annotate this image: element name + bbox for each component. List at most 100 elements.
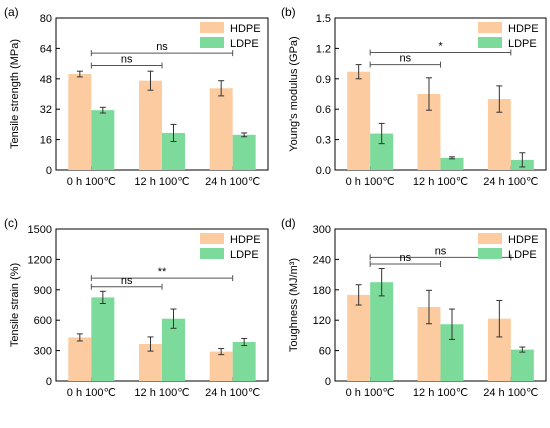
ldpe-bar <box>440 324 464 381</box>
legend-swatch-hdpe <box>200 233 224 244</box>
y-tick-label: 0.6 <box>316 104 331 116</box>
chart-panel-a: (a) 0 16 32 48 64 80 Tensile strength (MPa) 0 h … <box>4 5 269 188</box>
y-tick-label: 64 <box>40 43 52 55</box>
y-tick-label: 0 <box>46 165 52 177</box>
y-tick-label: 1.2 <box>316 43 331 55</box>
x-tick-label: 0 h 100℃ <box>67 387 116 399</box>
ldpe-bar <box>91 297 115 381</box>
significance-label: ns <box>121 275 133 287</box>
ldpe-bar <box>370 282 394 381</box>
y-tick-label: 60 <box>319 346 331 358</box>
y-axis-label: Toughness (MJ/m³) <box>288 258 300 352</box>
panel-label: (c) <box>4 216 18 230</box>
y-tick-label: 1500 <box>28 224 52 236</box>
error-bar <box>426 77 432 111</box>
error-bar <box>170 308 177 329</box>
error-bar <box>496 85 503 113</box>
hdpe-bar <box>487 318 511 381</box>
x-tick-label: 12 h 100℃ <box>134 387 189 399</box>
legend-label: HDPE <box>230 23 261 35</box>
hdpe-bar <box>487 99 511 170</box>
error-bar <box>449 308 455 340</box>
x-tick-label: 12 h 100℃ <box>134 176 189 188</box>
chart-panel-c: (c) 0 300 600 900 1200 1500 Tensile strain (%) 0… <box>4 216 269 399</box>
hdpe-bar <box>347 294 371 381</box>
legend-swatch-hdpe <box>478 22 502 33</box>
x-tick-label: 24 h 100℃ <box>483 176 538 188</box>
ldpe-bar <box>162 318 185 381</box>
ldpe-bar <box>91 110 115 170</box>
significance-label: * <box>438 40 443 52</box>
y-axis-label: Young's modulus (GPa) <box>288 36 300 151</box>
x-tick-label: 24 h 100℃ <box>483 387 538 399</box>
ldpe-bar <box>162 132 185 170</box>
x-tick-label: 12 h 100℃ <box>413 176 468 188</box>
x-tick-label: 24 h 100℃ <box>205 176 260 188</box>
hdpe-bar <box>209 351 233 381</box>
chart-panel-d: (d) 0 60 120 180 240 300 Toughness (MJ/m³) 0 h 1… <box>281 216 547 399</box>
error-bar <box>218 80 225 97</box>
legend-label: LDPE <box>230 38 259 50</box>
ldpe-bar <box>370 133 394 170</box>
ldpe-bar <box>232 134 256 170</box>
legend-swatch-hdpe <box>478 233 502 244</box>
y-axis-label: Tensile strength (MPa) <box>9 39 21 149</box>
legend-label: LDPE <box>508 38 537 50</box>
x-tick-label: 12 h 100℃ <box>413 387 468 399</box>
significance-label: ns <box>121 54 133 66</box>
error-bar <box>355 64 362 80</box>
significance-bracket <box>90 283 163 290</box>
significance-label: ns <box>435 245 447 257</box>
hdpe-bar <box>209 88 233 170</box>
panel-label: (b) <box>281 5 296 19</box>
hdpe-bar <box>68 337 92 381</box>
error-bar <box>147 70 154 91</box>
error-bar <box>519 346 526 353</box>
error-bar <box>241 337 248 347</box>
error-bar <box>378 122 385 145</box>
x-tick-label: 0 h 100℃ <box>346 387 395 399</box>
y-tick-label: 300 <box>313 224 331 236</box>
chart-panel-b: (b) 0.0 0.3 0.6 0.9 1.2 1.5 Young's modulus (GP… <box>281 5 547 188</box>
error-bar <box>147 336 154 352</box>
error-bar <box>355 284 362 306</box>
x-tick-label: 24 h 100℃ <box>205 387 260 399</box>
y-tick-label: 0.9 <box>316 74 331 86</box>
y-tick-label: 0 <box>46 376 52 388</box>
significance-label: ns <box>400 53 412 65</box>
error-bar <box>449 156 455 160</box>
y-tick-label: 80 <box>40 13 52 25</box>
y-tick-label: 1.5 <box>316 13 331 25</box>
y-tick-label: 16 <box>40 135 52 147</box>
x-tick-label: 0 h 100℃ <box>346 176 395 188</box>
y-tick-label: 0 <box>325 376 331 388</box>
hdpe-bar <box>139 344 162 381</box>
panel-label: (d) <box>281 216 296 230</box>
legend-swatch-ldpe <box>478 248 502 259</box>
y-tick-label: 600 <box>34 315 52 327</box>
y-axis-label: Tensile strain (%) <box>9 263 21 347</box>
y-tick-label: 0.0 <box>316 165 331 177</box>
significance-bracket <box>369 49 512 56</box>
hdpe-bar <box>417 94 441 170</box>
error-bar <box>496 299 503 338</box>
error-bar <box>76 333 83 342</box>
error-bar <box>378 268 385 297</box>
y-tick-label: 32 <box>40 104 52 116</box>
hdpe-bar <box>139 80 162 170</box>
legend-swatch-ldpe <box>478 37 502 48</box>
hdpe-bar <box>68 74 92 170</box>
legend-label: LDPE <box>508 249 537 261</box>
significance-label: ns <box>400 252 412 264</box>
significance-label: ** <box>158 266 167 278</box>
y-tick-label: 120 <box>313 315 331 327</box>
ldpe-bar <box>510 349 534 381</box>
legend-label: HDPE <box>508 234 539 246</box>
y-tick-label: 900 <box>34 285 52 297</box>
legend-label: HDPE <box>508 23 539 35</box>
error-bar <box>99 106 106 114</box>
error-bar <box>76 70 83 78</box>
ldpe-bar <box>232 341 256 381</box>
y-tick-label: 1200 <box>28 254 52 266</box>
